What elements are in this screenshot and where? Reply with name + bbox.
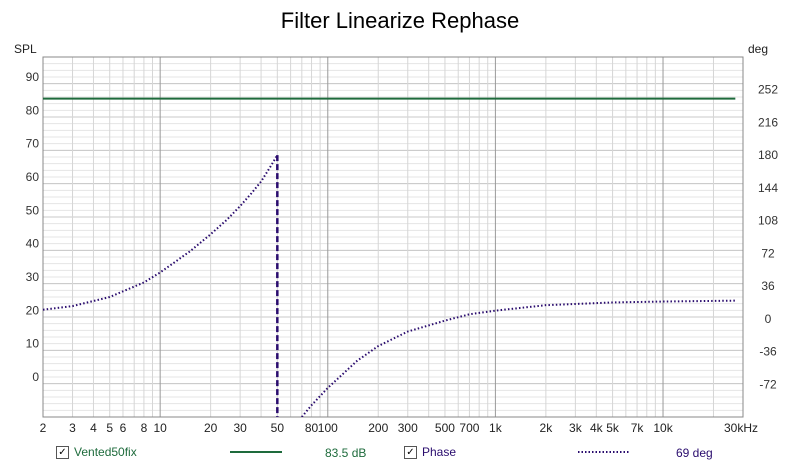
chart-title: Filter Linearize Rephase xyxy=(280,8,520,33)
series-phase-line-2 xyxy=(301,299,736,417)
y-right-tick-label: 216 xyxy=(758,115,778,129)
x-tick-label: 300 xyxy=(398,421,418,435)
legend-swatch-vented50fix xyxy=(230,451,282,453)
x-tick-label: 50 xyxy=(271,421,285,435)
y-right-tick-label: -72 xyxy=(759,377,777,391)
x-tick-label: 80 xyxy=(305,421,319,435)
x-tick-label: 1k xyxy=(489,421,503,435)
y-left-tick-label: 40 xyxy=(26,237,40,251)
y-right-tick-label: -36 xyxy=(759,345,777,359)
y-left-tick-label: 90 xyxy=(26,70,40,84)
x-tick-label: 5 xyxy=(106,421,113,435)
x-tick-label: 3 xyxy=(69,421,76,435)
y-right-tick-label: 144 xyxy=(758,181,778,195)
legend-checkbox-phase[interactable]: ✓ xyxy=(404,445,417,459)
y-right-tick-label: 180 xyxy=(758,148,778,162)
x-tick-label: 2 xyxy=(40,421,47,435)
y-right-tick-label: 108 xyxy=(758,214,778,228)
legend-swatch-phase xyxy=(578,451,630,453)
series-phase-line xyxy=(43,154,279,311)
legend-item-vented50fix[interactable]: ✓ Vented50fix xyxy=(56,440,137,464)
legend: ✓ Vented50fix 83.5 dB ✓ Phase 69 deg xyxy=(0,440,800,464)
x-tick-label: 200 xyxy=(368,421,388,435)
x-tick-label: 20 xyxy=(204,421,218,435)
x-tick-label: 10 xyxy=(153,421,167,435)
y-left-tick-label: 70 xyxy=(26,137,40,151)
y-right-unit-label: deg xyxy=(748,42,769,56)
y-left-tick-label: 60 xyxy=(26,170,40,184)
legend-value-vented50fix: 83.5 dB xyxy=(325,446,367,460)
x-tick-label: 700 xyxy=(459,421,479,435)
x-tick-label: 30kHz xyxy=(724,421,758,435)
x-tick-label: 500 xyxy=(435,421,455,435)
x-tick-label: 30 xyxy=(233,421,247,435)
legend-name-phase: Phase xyxy=(422,445,457,459)
y-right-tick-label: 36 xyxy=(761,279,775,293)
y-left-tick-label: 30 xyxy=(26,270,40,284)
y-left-tick-label: 20 xyxy=(26,303,40,317)
legend-value-phase: 69 deg xyxy=(676,446,713,460)
x-tick-label: 8 xyxy=(141,421,148,435)
x-tick-label: 6 xyxy=(120,421,127,435)
plot-content xyxy=(43,97,736,417)
y-left-tick-label: 80 xyxy=(26,103,40,117)
plot-border xyxy=(42,56,744,418)
x-tick-label: 5k xyxy=(606,421,620,435)
x-tick-label: 4 xyxy=(90,421,97,435)
y-right-tick-label: 0 xyxy=(765,312,772,326)
x-tick-label: 4k xyxy=(590,421,604,435)
x-tick-label: 10k xyxy=(653,421,673,435)
legend-item-phase[interactable]: ✓ Phase xyxy=(404,440,456,464)
y-right-tick-label: 72 xyxy=(761,246,775,260)
x-tick-label: 3k xyxy=(569,421,583,435)
y-right-tick-label: 252 xyxy=(758,83,778,97)
y-left-unit-label: SPL xyxy=(14,42,37,56)
y-left-tick-label: 50 xyxy=(26,203,40,217)
x-tick-label: 7k xyxy=(631,421,645,435)
x-tick-label: 100 xyxy=(318,421,338,435)
legend-name-vented50fix: Vented50fix xyxy=(74,445,137,459)
y-left-tick-label: 10 xyxy=(26,337,40,351)
y-left-tick-label: 0 xyxy=(32,370,39,384)
x-tick-label: 2k xyxy=(540,421,554,435)
legend-checkbox-vented50fix[interactable]: ✓ xyxy=(56,445,69,459)
